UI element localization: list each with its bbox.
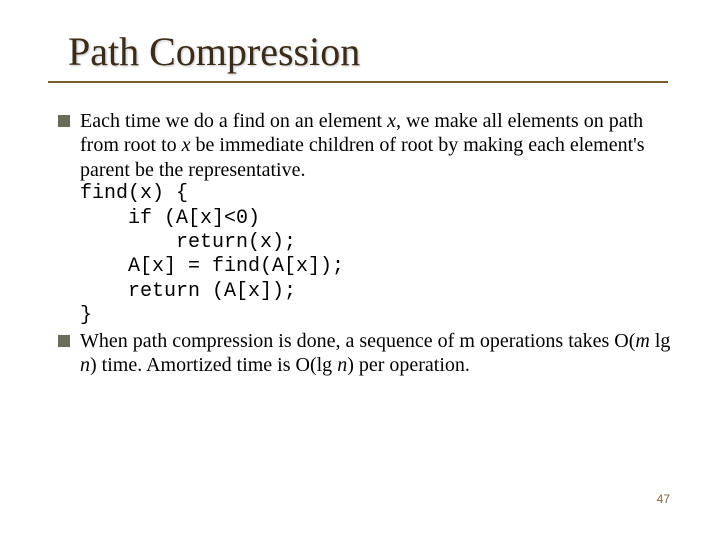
code-block: find(x) { if (A[x]<0) return(x); A[x] = …: [80, 182, 680, 328]
text-run: Each time we do a find on an element: [80, 110, 387, 132]
bullet-text: When path compression is done, a sequenc…: [80, 329, 680, 378]
slide: Path Compression Each time we do a find …: [0, 0, 720, 540]
var-n: n: [337, 354, 347, 376]
code-line: A[x] = find(A[x]);: [80, 255, 344, 278]
square-bullet-icon: [58, 335, 70, 347]
page-number: 47: [657, 492, 670, 506]
bullet-text: Each time we do a find on an element x, …: [80, 109, 680, 182]
code-line: if (A[x]<0): [80, 207, 260, 230]
text-run: When path compression is done, a sequenc…: [80, 330, 635, 352]
page-title: Path Compression: [68, 28, 680, 75]
code-line: }: [80, 304, 92, 327]
text-run: ) time. Amortized time is O(lg: [90, 354, 337, 376]
title-underline: [48, 81, 668, 83]
bullet-item: Each time we do a find on an element x, …: [58, 109, 680, 182]
code-line: return (A[x]);: [80, 280, 296, 303]
var-x: x: [387, 110, 396, 132]
var-x: x: [182, 134, 191, 156]
text-run: lg: [650, 330, 671, 352]
code-line: return(x);: [80, 231, 296, 254]
var-n: n: [80, 354, 90, 376]
var-m: m: [635, 330, 649, 352]
code-line: find(x) {: [80, 182, 188, 205]
text-run: ) per operation.: [347, 354, 470, 376]
square-bullet-icon: [58, 115, 70, 127]
slide-body: Each time we do a find on an element x, …: [58, 109, 680, 377]
bullet-item: When path compression is done, a sequenc…: [58, 329, 680, 378]
